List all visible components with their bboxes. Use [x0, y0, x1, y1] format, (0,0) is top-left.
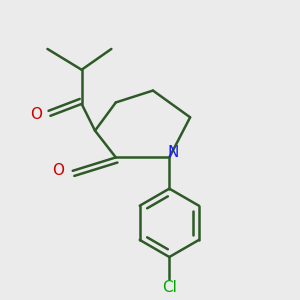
Text: N: N — [167, 145, 178, 160]
Text: O: O — [30, 107, 42, 122]
Text: O: O — [52, 163, 64, 178]
Text: Cl: Cl — [162, 280, 177, 295]
